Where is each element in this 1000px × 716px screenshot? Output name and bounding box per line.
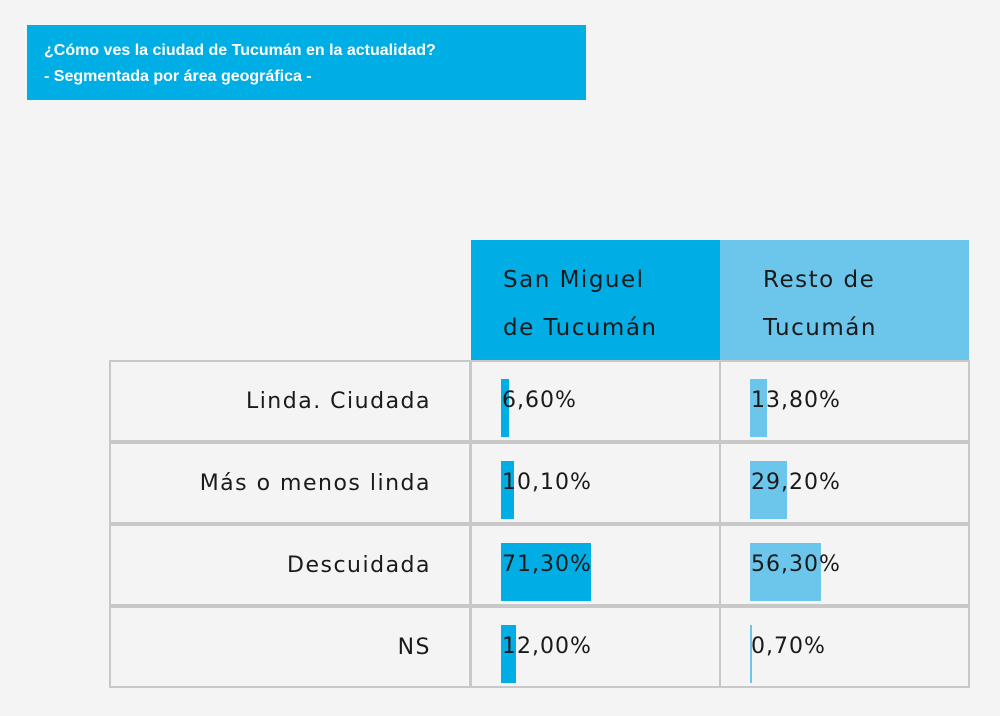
data-label: 10,10% [502, 470, 592, 495]
value-cell: 6,60% [470, 360, 721, 442]
data-label: 71,30% [502, 552, 592, 577]
table-row: Linda. Ciudada 6,60% 13,80% [109, 360, 970, 442]
header-line: San Miguel [503, 267, 645, 293]
data-bar [750, 625, 752, 683]
data-bar [501, 379, 510, 437]
data-bar [750, 379, 768, 437]
data-label: 13,80% [751, 388, 841, 413]
value-cell: 0,70% [719, 606, 970, 688]
value-cell: 13,80% [719, 360, 970, 442]
title-line-2: - Segmentada por área geográfica - [44, 68, 312, 85]
row-label: Más o menos linda [109, 442, 471, 524]
table-row: Más o menos linda 10,10% 29,20% [109, 442, 970, 524]
data-label: 6,60% [502, 388, 577, 413]
value-cell: 29,20% [719, 442, 970, 524]
column-header-resto: Resto de Tucumán [720, 240, 969, 360]
data-bar [750, 543, 821, 601]
data-bar [501, 625, 517, 683]
table-row: NS 12,00% 0,70% [109, 606, 970, 688]
header-line: de Tucumán [503, 315, 658, 341]
data-label: 29,20% [751, 470, 841, 495]
table-row: Descuidada 71,30% 56,30% [109, 524, 970, 606]
row-label: Descuidada [109, 524, 471, 606]
value-cell: 12,00% [470, 606, 721, 688]
column-header-san-miguel: San Miguel de Tucumán [471, 240, 720, 360]
title-line-1: ¿Cómo ves la ciudad de Tucumán en la act… [44, 42, 436, 59]
data-bar [750, 461, 787, 519]
value-cell: 10,10% [470, 442, 721, 524]
value-cell: 71,30% [470, 524, 721, 606]
data-bar [501, 543, 591, 601]
data-bar [501, 461, 514, 519]
data-label: 56,30% [751, 552, 841, 577]
header-line: Tucumán [763, 315, 877, 341]
row-label: NS [109, 606, 471, 688]
data-label: 12,00% [502, 634, 592, 659]
chart-title: ¿Cómo ves la ciudad de Tucumán en la act… [27, 25, 586, 100]
data-label: 0,70% [751, 634, 826, 659]
header-line: Resto de [763, 267, 876, 293]
value-cell: 56,30% [719, 524, 970, 606]
row-label: Linda. Ciudada [109, 360, 471, 442]
